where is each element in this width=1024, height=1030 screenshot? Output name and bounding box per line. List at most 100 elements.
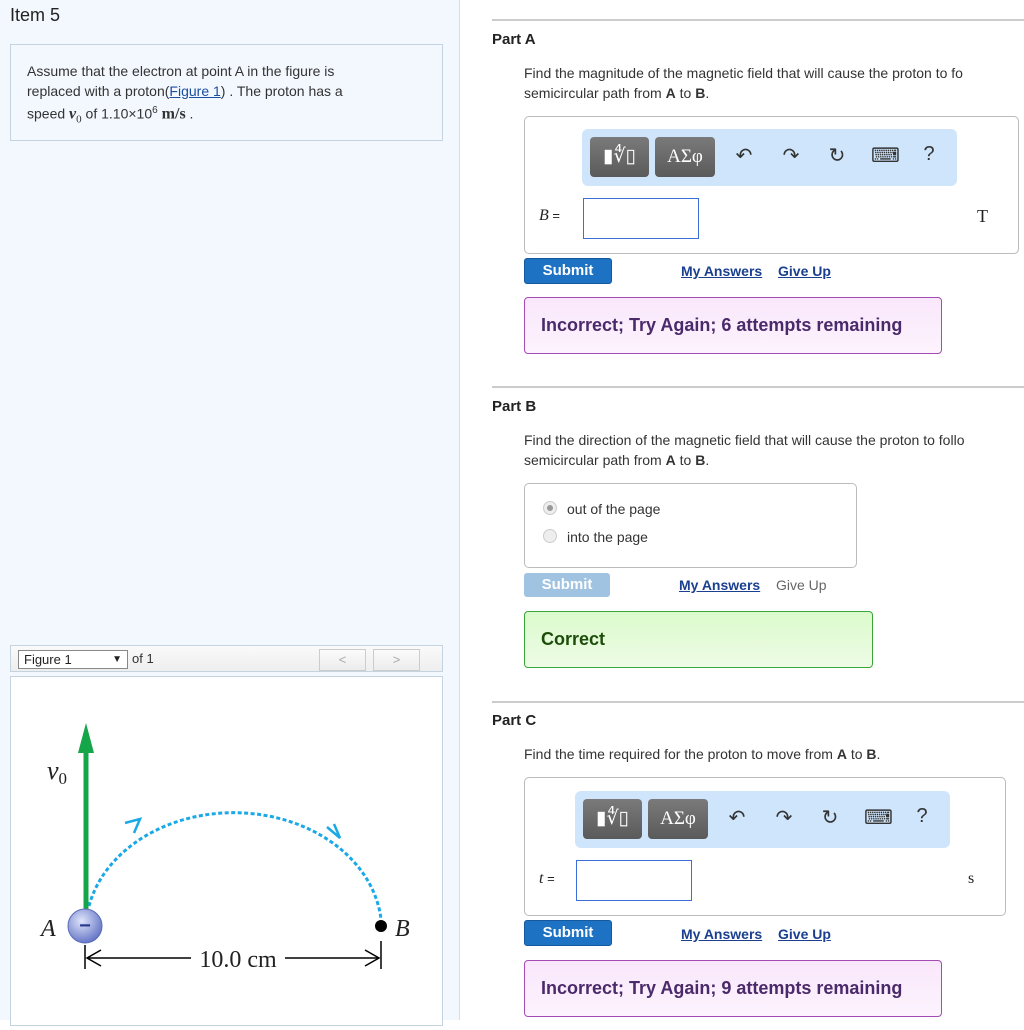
semicircular-path: [87, 811, 383, 920]
question-line: Find the time required for the proton to…: [524, 746, 837, 762]
help-icon[interactable]: ?: [923, 143, 935, 165]
point-b: B: [866, 746, 877, 762]
part-a-submit-button[interactable]: Submit: [524, 258, 612, 284]
part-c-my-answers-link[interactable]: My Answers: [681, 926, 763, 942]
point-a: A: [836, 746, 847, 762]
divider: [492, 701, 1024, 703]
point-b: B: [695, 85, 706, 101]
dimension-arrow-icon: [85, 949, 381, 967]
radio-into-page[interactable]: [543, 529, 557, 543]
symbols-button[interactable]: ΑΣφ: [655, 137, 715, 177]
velocity-label: v0: [47, 756, 67, 788]
question-line: Find the direction of the magnetic field…: [524, 432, 965, 448]
figure-link[interactable]: Figure 1: [169, 83, 221, 99]
time-input[interactable]: [576, 860, 692, 901]
math-toolbar: ▮∜▯ ΑΣφ ↶ ↷ ↻ ⌨ ?: [575, 791, 950, 848]
question-line: Find the magnitude of the magnetic field…: [524, 65, 963, 81]
divider: [492, 386, 1024, 388]
speed-sub: 0: [76, 113, 82, 126]
part-b-give-up-text: Give Up: [776, 577, 827, 593]
undo-icon[interactable]: ↶: [728, 807, 746, 829]
point-b: B: [695, 452, 706, 468]
point-a-label: A: [39, 916, 56, 942]
part-c-submit-button[interactable]: Submit: [524, 920, 612, 946]
question-line: semicircular path from: [524, 85, 666, 101]
part-b-my-answers-link[interactable]: My Answers: [679, 577, 761, 593]
question-line: .: [705, 452, 710, 468]
speed-unit: m/s: [157, 105, 186, 123]
part-c-answer-box: ▮∜▯ ΑΣφ ↶ ↷ ↻ ⌨ ? t = s: [524, 777, 1006, 916]
point-b: [375, 920, 387, 932]
math-toolbar: ▮∜▯ ΑΣφ ↶ ↷ ↻ ⌨ ?: [582, 129, 957, 186]
dropdown-arrow-icon: ▼: [112, 654, 122, 665]
prompt-text: Assume that the electron at point A in t…: [27, 63, 335, 79]
velocity-arrowhead-icon: [78, 723, 94, 753]
path-arrow-icon: [124, 817, 143, 834]
item-title: Item 5: [10, 5, 61, 25]
templates-button[interactable]: ▮∜▯: [583, 799, 642, 839]
part-a-question: Find the magnitude of the magnetic field…: [524, 63, 963, 103]
part-b-question: Find the direction of the magnetic field…: [524, 430, 964, 470]
redo-icon[interactable]: ↷: [775, 807, 793, 829]
part-c-give-up-link[interactable]: Give Up: [778, 926, 831, 942]
unit-label: s: [968, 870, 975, 887]
unit-label: T: [977, 206, 988, 226]
next-figure-button[interactable]: >: [373, 649, 420, 671]
answer-variable: B =: [539, 207, 560, 224]
part-c-label: Part C: [492, 712, 537, 729]
figure-diagram: v0 − A B 10.0 cm: [39, 723, 410, 973]
distance-label: 10.0 cm: [199, 947, 277, 973]
figure-panel: v0 − A B 10.0 cm: [10, 676, 443, 1026]
prev-figure-button[interactable]: <: [319, 649, 366, 671]
figure-count: of 1: [132, 651, 154, 666]
charge-particle: [67, 908, 103, 944]
question-line: semicircular path from: [524, 452, 666, 468]
speed-var: v: [69, 105, 77, 123]
question-line: to: [675, 452, 696, 468]
problem-statement: Assume that the electron at point A in t…: [10, 44, 443, 141]
prompt-text: .: [185, 105, 194, 122]
redo-icon[interactable]: ↷: [782, 145, 800, 167]
part-a-answer-box: ▮∜▯ ΑΣφ ↶ ↷ ↻ ⌨ ? B = T: [524, 116, 1019, 254]
templates-button[interactable]: ▮∜▯: [590, 137, 649, 177]
question-line: to: [846, 746, 867, 762]
part-a-feedback: Incorrect; Try Again; 6 attempts remaini…: [524, 297, 942, 354]
left-panel: Item 5 Assume that the electron at point…: [0, 0, 460, 1026]
figure-select-value: Figure 1: [24, 652, 72, 667]
part-b-submit-button[interactable]: Submit: [524, 573, 610, 597]
magnetic-field-input[interactable]: [583, 198, 699, 239]
symbols-button[interactable]: ΑΣφ: [648, 799, 708, 839]
part-b-feedback: Correct: [524, 611, 873, 668]
point-b-label: B: [395, 916, 410, 942]
answer-variable: t =: [539, 870, 555, 887]
reset-icon[interactable]: ↻: [828, 145, 846, 167]
part-c-question: Find the time required for the proton to…: [524, 744, 880, 764]
figure-select[interactable]: Figure 1 ▼: [18, 650, 128, 669]
part-a-my-answers-link[interactable]: My Answers: [681, 263, 763, 279]
question-line: .: [705, 85, 710, 101]
point-a: A: [665, 452, 676, 468]
reset-icon[interactable]: ↻: [821, 807, 839, 829]
radio-out-of-page[interactable]: [543, 501, 557, 515]
part-a-give-up-link[interactable]: Give Up: [778, 263, 831, 279]
help-icon[interactable]: ?: [916, 805, 928, 827]
speed-value: of 1.10×10: [81, 105, 153, 122]
path-arrow-icon: [326, 823, 342, 839]
question-line: .: [876, 746, 881, 762]
undo-icon[interactable]: ↶: [735, 145, 753, 167]
question-line: to: [675, 85, 696, 101]
point-a: A: [665, 85, 676, 101]
keyboard-icon[interactable]: ⌨: [864, 807, 893, 829]
part-c-feedback: Incorrect; Try Again; 9 attempts remaini…: [524, 960, 942, 1017]
option-label[interactable]: into the page: [567, 529, 648, 545]
keyboard-icon[interactable]: ⌨: [871, 145, 900, 167]
divider: [492, 19, 1024, 21]
part-b-options-box: out of the page into the page: [524, 483, 857, 568]
part-a-label: Part A: [492, 31, 536, 48]
charge-sign: −: [79, 915, 91, 937]
part-b-label: Part B: [492, 398, 537, 415]
prompt-text: ) . The proton has a: [220, 83, 343, 99]
figure-navigation: Figure 1 ▼ of 1 < >: [10, 645, 443, 672]
option-label[interactable]: out of the page: [567, 501, 661, 517]
speed-exponent: 6: [152, 105, 158, 116]
